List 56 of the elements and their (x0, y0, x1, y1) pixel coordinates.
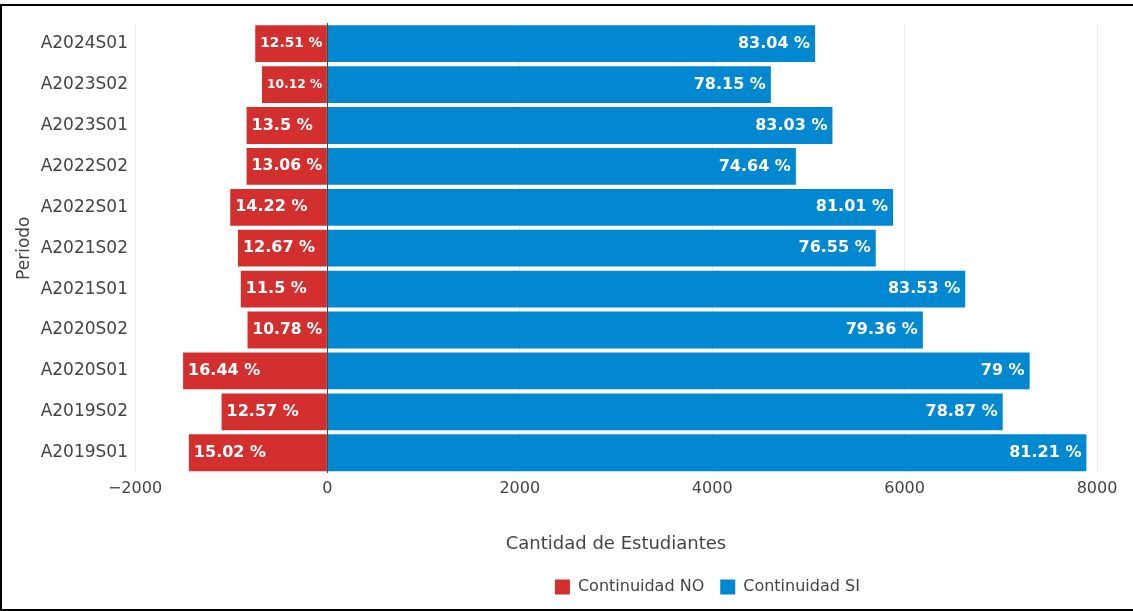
legend-label: Continuidad SI (743, 576, 860, 596)
x-axis-title: Cantidad de Estudiantes (505, 531, 727, 553)
annotation: 83.03 % (755, 114, 828, 134)
annotation: 78.15 % (693, 73, 766, 93)
x-tick-label: 8000 (1076, 477, 1118, 497)
annotation: 76.55 % (798, 237, 871, 257)
y-tick-label: A2023S02 (40, 72, 128, 93)
y-axis-title: Periodo (12, 216, 33, 280)
x-tick-label: −2000 (107, 477, 163, 497)
annotation: 11.5 % (245, 278, 307, 298)
annotation: 15.02 % (193, 441, 267, 461)
bar (327, 147, 796, 185)
bar (327, 352, 1030, 390)
x-tick-label: 4000 (691, 477, 733, 497)
annotation: 74.64 % (718, 155, 791, 175)
annotation: 81.01 % (815, 196, 889, 216)
annotation: 14.22 % (235, 196, 308, 216)
annotation: 79.36 % (845, 319, 918, 339)
y-tick-label: A2022S01 (40, 195, 128, 216)
annotation: 10.78 % (252, 320, 323, 339)
bar (327, 270, 966, 308)
annotation: 13.5 % (251, 114, 313, 134)
y-tick-label: A2024S01 (40, 32, 128, 53)
bar (327, 229, 876, 267)
annotation: 16.44 % (188, 360, 261, 380)
x-tick-label: 0 (322, 477, 333, 497)
bar (327, 107, 833, 144)
y-tick-label: A2020S01 (40, 359, 128, 380)
annotation: 81.21 % (1009, 441, 1082, 461)
annotation: 78.87 % (925, 400, 998, 420)
bar (327, 188, 894, 226)
y-tick-label: A2021S02 (40, 236, 128, 257)
y-tick-label: A2019S02 (40, 400, 128, 421)
bar (261, 66, 327, 103)
bar (327, 311, 923, 349)
annotation: 12.57 % (226, 400, 299, 420)
y-tick-label: A2019S01 (40, 441, 128, 462)
legend-label: Continuidad NO (577, 576, 705, 596)
bar (327, 25, 816, 63)
y-tick-label: A2023S01 (40, 113, 128, 134)
y-tick-label: A2021S01 (40, 277, 128, 298)
annotation: 79 % (980, 360, 1025, 380)
y-tick-label: A2020S02 (40, 318, 128, 339)
x-tick-label: 2000 (499, 477, 541, 497)
annotation: 83.04 % (737, 32, 811, 52)
x-tick-label: 6000 (884, 477, 925, 497)
annotation: 10.12 % (266, 76, 323, 91)
annotation: 83.53 % (887, 278, 961, 298)
annotation: 13.06 % (251, 155, 323, 175)
bar (188, 434, 327, 472)
bar (327, 66, 771, 103)
annotation: 12.67 % (242, 237, 316, 257)
bar (327, 434, 1087, 472)
y-tick-label: A2022S02 (40, 154, 128, 175)
bar (327, 393, 1003, 431)
annotation: 12.51 % (260, 34, 323, 51)
